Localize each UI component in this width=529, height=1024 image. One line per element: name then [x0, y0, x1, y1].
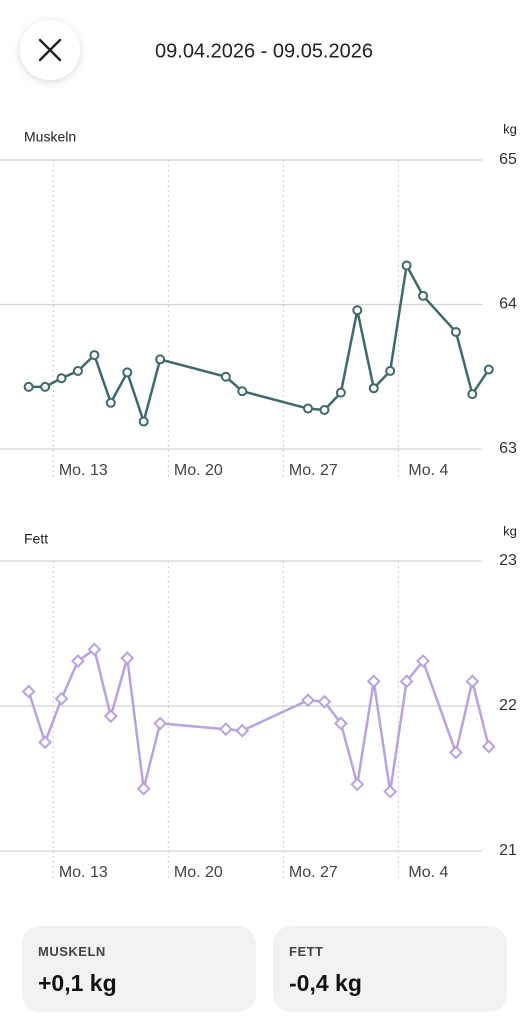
- x-tick-label: Mo. 27: [289, 462, 338, 479]
- data-point: [218, 722, 233, 737]
- summary-card: FETT -0,4 kg: [273, 926, 507, 1012]
- data-point: [383, 784, 398, 799]
- data-point: [103, 709, 118, 724]
- data-point: [23, 381, 34, 392]
- data-point: [368, 383, 379, 394]
- y-tick-label: 63: [499, 440, 517, 457]
- y-tick-label: 21: [499, 842, 517, 859]
- y-unit: kg: [503, 523, 517, 538]
- data-point: [319, 404, 330, 415]
- x-tick-label: Mo. 20: [174, 864, 223, 881]
- data-point: [481, 739, 496, 754]
- y-tick-label: 64: [499, 296, 517, 313]
- data-point: [350, 777, 365, 792]
- data-point: [237, 386, 248, 397]
- data-point: [54, 691, 69, 706]
- data-point: [72, 365, 83, 376]
- data-point: [303, 403, 314, 414]
- data-point: [21, 684, 36, 699]
- data-point: [153, 716, 168, 731]
- close-icon[interactable]: [38, 38, 62, 62]
- data-point: [483, 364, 494, 375]
- data-point: [120, 651, 135, 666]
- data-point: [416, 654, 430, 668]
- data-point: [301, 693, 315, 708]
- data-point: [38, 735, 52, 750]
- data-point: [89, 350, 100, 361]
- data-point: [87, 642, 102, 657]
- y-tick-label: 65: [499, 151, 517, 168]
- summary-label: MUSKELN: [38, 944, 106, 959]
- summary-card: MUSKELN +0,1 kg: [22, 926, 256, 1012]
- data-line: [27, 648, 490, 793]
- data-point: [155, 354, 166, 365]
- chart-title: Muskeln: [24, 129, 76, 145]
- data-point: [385, 365, 396, 376]
- data-point: [399, 674, 414, 689]
- data-point: [40, 381, 51, 392]
- summary-label: FETT: [289, 944, 324, 959]
- data-point: [366, 674, 381, 689]
- data-point: [401, 260, 412, 271]
- data-point: [136, 781, 151, 796]
- data-point: [335, 387, 346, 398]
- date-range[interactable]: 09.04.2026 - 09.05.2026: [155, 40, 373, 62]
- x-tick-label: Mo. 13: [59, 864, 108, 881]
- data-point: [467, 389, 478, 400]
- data-point: [105, 397, 116, 408]
- x-tick-label: Mo. 27: [289, 864, 338, 881]
- y-tick-label: 22: [499, 697, 517, 714]
- y-tick-label: 23: [499, 552, 517, 569]
- chart-title: Fett: [24, 531, 48, 547]
- data-point: [220, 371, 231, 382]
- data-line: [28, 264, 490, 423]
- x-tick-label: Mo. 4: [408, 462, 448, 479]
- data-point: [418, 290, 429, 301]
- charts: 09.04.2026 - 09.05.2026 Muskeln kg 63 64 65 M…: [0, 20, 517, 881]
- summary-value: +0,1 kg: [38, 970, 117, 996]
- data-point: [333, 716, 348, 731]
- data-point: [449, 745, 463, 760]
- data-point: [352, 305, 363, 316]
- y-unit: kg: [503, 121, 517, 136]
- data-point: [138, 416, 149, 427]
- data-point: [235, 723, 250, 738]
- x-tick-label: Mo. 4: [408, 864, 448, 881]
- data-point: [317, 694, 332, 709]
- data-point: [122, 367, 133, 378]
- data-point: [56, 373, 67, 384]
- x-tick-label: Mo. 13: [59, 462, 108, 479]
- data-point: [71, 654, 85, 668]
- data-point: [450, 326, 461, 337]
- data-point: [465, 674, 480, 689]
- summary-value: -0,4 kg: [289, 970, 362, 996]
- x-tick-label: Mo. 20: [174, 462, 223, 479]
- close-button[interactable]: [20, 20, 80, 80]
